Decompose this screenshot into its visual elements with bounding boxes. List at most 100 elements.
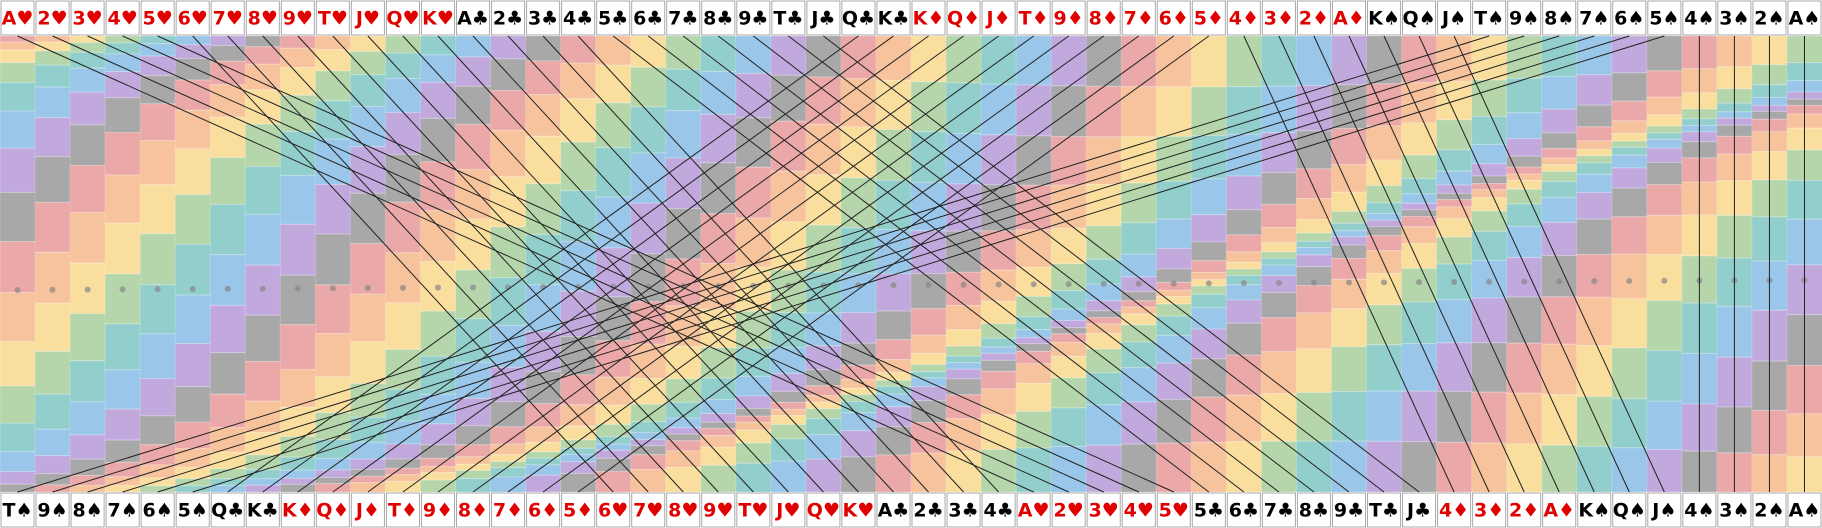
stripe xyxy=(1260,317,1298,353)
stripe xyxy=(0,471,37,485)
stripe xyxy=(595,147,632,198)
stripe xyxy=(1401,154,1438,179)
stripe xyxy=(139,284,177,335)
stripe xyxy=(1120,136,1158,184)
stripe xyxy=(314,233,352,286)
stripe xyxy=(34,473,72,486)
stripe xyxy=(0,62,37,84)
card-label: T♥ xyxy=(738,500,768,522)
stripe xyxy=(1611,253,1648,300)
card xyxy=(1437,492,1472,528)
stripe xyxy=(0,341,37,387)
stripe xyxy=(349,192,387,245)
stripe xyxy=(69,42,107,53)
stripe xyxy=(0,41,37,51)
stripe xyxy=(1576,173,1613,193)
stripe xyxy=(805,174,842,226)
card xyxy=(841,492,876,528)
card-label: J♣ xyxy=(809,8,835,30)
card-label: 3♥ xyxy=(72,8,102,30)
card xyxy=(1261,492,1296,528)
stripe xyxy=(1190,35,1228,88)
stripe xyxy=(875,454,913,493)
stripe xyxy=(1085,300,1123,312)
stripe xyxy=(1260,35,1298,87)
dot xyxy=(1591,278,1598,285)
stripe xyxy=(1190,214,1228,243)
connection-line xyxy=(753,35,1350,493)
card-label: A♥ xyxy=(1018,500,1050,522)
stripe xyxy=(1155,442,1193,493)
card xyxy=(1331,0,1367,36)
stripe xyxy=(945,450,983,493)
stripe xyxy=(384,201,422,254)
stripe xyxy=(665,466,702,493)
card xyxy=(561,0,596,36)
stripe xyxy=(1085,183,1123,227)
stripe xyxy=(314,333,352,378)
stripe xyxy=(980,388,1018,416)
connection-line xyxy=(52,35,1069,493)
card xyxy=(1437,0,1472,36)
stripe xyxy=(1260,132,1298,174)
stripe xyxy=(244,89,282,125)
stripe xyxy=(104,131,142,176)
card xyxy=(1051,492,1086,528)
stripe xyxy=(1120,306,1158,315)
stripe xyxy=(1401,441,1438,493)
card xyxy=(1261,0,1296,36)
stripe xyxy=(69,212,107,264)
stripe xyxy=(384,302,422,350)
card xyxy=(1086,492,1121,528)
stripe xyxy=(805,395,842,403)
connection-line xyxy=(1418,35,1630,493)
connection-line xyxy=(367,35,999,493)
card xyxy=(140,0,175,36)
card xyxy=(701,0,736,36)
stripe xyxy=(1576,162,1613,175)
stripe xyxy=(770,423,807,440)
dot xyxy=(1416,279,1423,286)
stripe xyxy=(805,458,842,493)
stripe xyxy=(1260,226,1298,244)
stripe xyxy=(630,106,667,154)
card-label: A♣ xyxy=(457,8,489,30)
stripe xyxy=(1085,444,1123,493)
stripe xyxy=(1646,299,1683,351)
stripe xyxy=(419,479,457,493)
stripe xyxy=(735,217,772,268)
dot xyxy=(1030,281,1037,288)
card-label: 2♦ xyxy=(1509,500,1539,522)
stripe xyxy=(840,430,877,458)
stripe xyxy=(560,447,597,455)
stripe xyxy=(314,183,352,235)
dot xyxy=(1310,279,1317,286)
stripe xyxy=(1225,322,1263,356)
stripe xyxy=(244,213,282,266)
stripe xyxy=(910,35,948,83)
stripe xyxy=(1436,119,1473,151)
stripe xyxy=(349,458,387,470)
stripe xyxy=(1506,296,1543,344)
card xyxy=(210,492,245,528)
stripe xyxy=(104,71,142,99)
card-label: 6♣ xyxy=(633,8,663,30)
card-label: 2♠ xyxy=(1754,8,1784,30)
stripe xyxy=(174,35,212,46)
card-label: 4♣ xyxy=(563,8,593,30)
dot xyxy=(84,286,91,293)
stripe xyxy=(279,174,317,225)
card-label: 6♦ xyxy=(1159,8,1189,30)
stripe xyxy=(34,201,72,253)
card xyxy=(1717,0,1752,36)
stripe xyxy=(244,63,282,91)
stripe xyxy=(1646,400,1683,450)
card-label: Q♣ xyxy=(842,8,875,30)
stripe xyxy=(1366,304,1403,346)
stripe xyxy=(349,106,387,148)
stripe xyxy=(525,371,562,405)
stripe xyxy=(69,313,107,362)
stripe xyxy=(980,134,1018,186)
card-label: J♦ xyxy=(354,500,380,522)
card xyxy=(1191,492,1226,528)
